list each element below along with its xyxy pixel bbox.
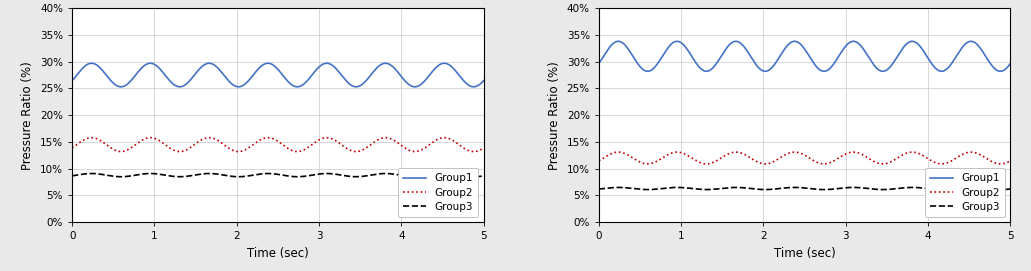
- Group3: [918, 186, 930, 190]
- Group2: [613, 151, 626, 154]
- Group2: [466, 150, 478, 153]
- Group1: [918, 49, 930, 52]
- Group3: [256, 172, 268, 176]
- Group2: [66, 146, 78, 150]
- Line: Group2: Group2: [599, 152, 1010, 164]
- Group2: [391, 140, 403, 144]
- Group3: [906, 186, 919, 189]
- Group1: [993, 69, 1005, 73]
- Group2: [256, 138, 268, 141]
- Group1: [613, 40, 626, 43]
- Group1: [391, 69, 403, 72]
- Group1: [266, 63, 278, 66]
- Group3: [993, 188, 1005, 191]
- Group3: [266, 172, 278, 175]
- Group3: [466, 175, 478, 178]
- Y-axis label: Pressure Ratio (%): Pressure Ratio (%): [22, 61, 34, 170]
- Line: Group1: Group1: [72, 63, 484, 87]
- Group2: [266, 137, 278, 140]
- Group1: [466, 85, 478, 88]
- Group2: [466, 150, 478, 153]
- Group1: [593, 62, 605, 65]
- Group1: [66, 79, 78, 82]
- Group2: [477, 146, 490, 150]
- Y-axis label: Pressure Ratio (%): Pressure Ratio (%): [548, 61, 561, 170]
- Line: Group1: Group1: [599, 41, 1010, 71]
- X-axis label: Time (sec): Time (sec): [773, 247, 835, 260]
- Group1: [379, 62, 392, 65]
- Group3: [993, 188, 1005, 191]
- Group1: [232, 85, 244, 88]
- Group3: [379, 172, 392, 175]
- Group3: [66, 174, 78, 178]
- Group1: [256, 64, 268, 67]
- Group3: [1004, 187, 1017, 191]
- Line: Group2: Group2: [72, 138, 484, 151]
- Group1: [466, 85, 478, 88]
- Group3: [477, 174, 490, 178]
- Group2: [232, 150, 244, 153]
- Group3: [613, 186, 626, 189]
- Group2: [906, 150, 919, 154]
- Group2: [793, 151, 805, 154]
- X-axis label: Time (sec): Time (sec): [247, 247, 309, 260]
- Group2: [1004, 159, 1017, 162]
- Group1: [783, 43, 795, 46]
- Group1: [477, 79, 490, 82]
- Group2: [87, 136, 99, 139]
- Group1: [993, 69, 1005, 73]
- Group3: [593, 187, 605, 191]
- Line: Group3: Group3: [72, 173, 484, 177]
- Legend: Group1, Group2, Group3: Group1, Group2, Group3: [398, 168, 478, 217]
- Line: Group3: Group3: [599, 188, 1010, 190]
- Group3: [87, 172, 99, 175]
- Group1: [1004, 62, 1017, 65]
- Group3: [759, 188, 771, 191]
- Group1: [87, 62, 99, 65]
- Group2: [783, 152, 795, 155]
- Group2: [993, 162, 1005, 165]
- Group3: [793, 186, 805, 189]
- Group1: [759, 70, 771, 73]
- Group3: [232, 175, 244, 178]
- Group1: [793, 41, 805, 45]
- Group2: [379, 136, 392, 139]
- Group1: [906, 40, 919, 43]
- Group2: [593, 159, 605, 162]
- Group3: [783, 186, 795, 189]
- Group3: [466, 175, 478, 178]
- Legend: Group1, Group2, Group3: Group1, Group2, Group3: [925, 168, 1005, 217]
- Group2: [993, 162, 1005, 165]
- Group2: [918, 154, 930, 157]
- Group3: [391, 173, 403, 176]
- Group2: [759, 162, 771, 166]
